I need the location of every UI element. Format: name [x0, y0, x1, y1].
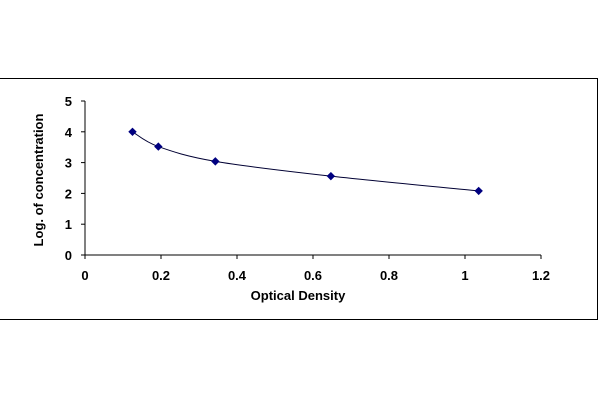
x-tick-label: 1	[461, 268, 468, 283]
y-tick-label: 2	[65, 186, 72, 201]
data-point	[326, 171, 336, 181]
data-point	[154, 142, 163, 151]
x-tick-label: 0.8	[380, 268, 398, 283]
y-tick-label: 5	[65, 94, 72, 109]
x-tick-label: 0.2	[152, 268, 170, 283]
x-tick-label: 0.6	[304, 268, 322, 283]
data-point	[128, 127, 137, 137]
data-point	[474, 186, 483, 196]
y-ticks: 0 1 2 3 4 5	[65, 94, 85, 263]
y-tick-label: 1	[65, 217, 72, 232]
y-axis-title: Log. of concentration	[31, 114, 46, 247]
y-tick-label: 0	[65, 248, 72, 263]
chart-frame	[0, 78, 598, 320]
data-point	[211, 157, 220, 166]
axes	[84, 101, 541, 256]
data-points	[128, 127, 483, 196]
x-ticks: 0 0.2 0.4 0.6 0.8 1 1.2	[81, 255, 550, 283]
x-tick-label: 0	[81, 268, 88, 283]
x-tick-label: 1.2	[532, 268, 550, 283]
x-tick-label: 0.4	[228, 268, 247, 283]
trend-curve	[132, 131, 479, 192]
y-tick-label: 3	[65, 156, 72, 171]
y-tick-label: 4	[65, 125, 73, 140]
x-axis-title: Optical Density	[251, 288, 346, 303]
